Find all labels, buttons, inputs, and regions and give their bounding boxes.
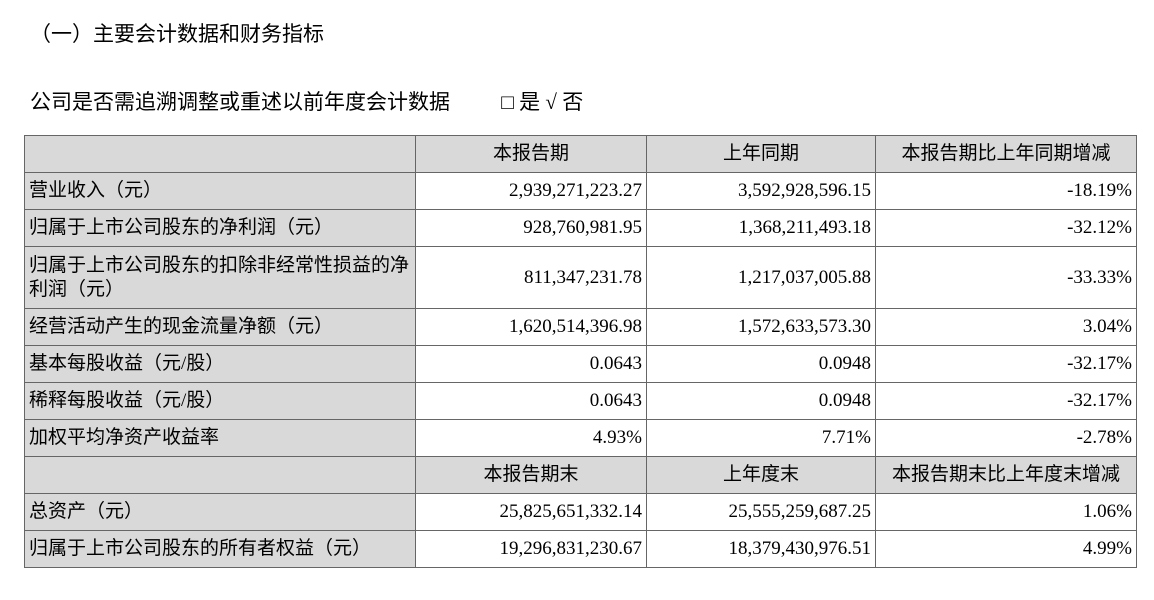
column-header: 上年同期 [646, 135, 876, 173]
question-options: □ 是 √ 否 [501, 90, 584, 114]
row-label: 稀释每股收益（元/股） [24, 382, 416, 420]
cell-value: 25,825,651,332.14 [415, 493, 647, 531]
cell-value: 0.0948 [646, 382, 876, 420]
cell-value: 811,347,231.78 [415, 246, 647, 309]
cell-value: 1,572,633,573.30 [646, 308, 876, 346]
cell-value: -18.19% [875, 172, 1137, 210]
cell-value: -32.17% [875, 382, 1137, 420]
table-row: 经营活动产生的现金流量净额（元） 1,620,514,396.98 1,572,63… [24, 308, 1137, 346]
table-header-row: 本报告期末 上年度末 本报告期末比上年度末增减 [24, 456, 1137, 494]
cell-value: 0.0643 [415, 382, 647, 420]
row-label: 加权平均净资产收益率 [24, 419, 416, 457]
cell-value: 4.99% [875, 530, 1137, 568]
table-row: 归属于上市公司股东的扣除非经常性损益的净利润（元） 811,347,231.78 1… [24, 246, 1137, 309]
cell-value: 3,592,928,596.15 [646, 172, 876, 210]
row-label [24, 135, 416, 173]
cell-value: -2.78% [875, 419, 1137, 457]
cell-value: 3.04% [875, 308, 1137, 346]
cell-value: 928,760,981.95 [415, 209, 647, 247]
cell-value: -33.33% [875, 246, 1137, 309]
row-label: 营业收入（元） [24, 172, 416, 210]
cell-value: 25,555,259,687.25 [646, 493, 876, 531]
cell-value: -32.17% [875, 345, 1137, 383]
cell-value: 4.93% [415, 419, 647, 457]
cell-value: -32.12% [875, 209, 1137, 247]
table-row: 基本每股收益（元/股） 0.0643 0.0948 -32.17% [24, 345, 1137, 383]
table-row: 总资产（元） 25,825,651,332.14 25,555,259,687.25… [24, 493, 1137, 531]
cell-value: 7.71% [646, 419, 876, 457]
table-row: 归属于上市公司股东的所有者权益（元） 19,296,831,230.67 18,37… [24, 530, 1137, 568]
cell-value: 19,296,831,230.67 [415, 530, 647, 568]
cell-value: 0.0643 [415, 345, 647, 383]
column-header: 本报告期末 [415, 456, 647, 494]
cell-value: 18,379,430,976.51 [646, 530, 876, 568]
cell-value: 2,939,271,223.27 [415, 172, 647, 210]
restatement-question: 公司是否需追溯调整或重述以前年度会计数据 □ 是 √ 否 [30, 86, 583, 116]
row-label: 总资产（元） [24, 493, 416, 531]
column-header: 本报告期末比上年度末增减 [875, 456, 1137, 494]
row-label: 基本每股收益（元/股） [24, 345, 416, 383]
row-label: 经营活动产生的现金流量净额（元） [24, 308, 416, 346]
table-row: 归属于上市公司股东的净利润（元） 928,760,981.95 1,368,211,… [24, 209, 1137, 247]
question-text: 公司是否需追溯调整或重述以前年度会计数据 [30, 90, 450, 114]
financial-data-table: 本报告期 上年同期 本报告期比上年同期增减 营业收入（元） 2,939,271,223.… [24, 135, 1137, 568]
section-title: （一）主要会计数据和财务指标 [30, 22, 324, 46]
row-label: 归属于上市公司股东的扣除非经常性损益的净利润（元） [24, 246, 416, 309]
column-header: 本报告期比上年同期增减 [875, 135, 1137, 173]
column-header: 上年度末 [646, 456, 876, 494]
table-row: 加权平均净资产收益率 4.93% 7.71% -2.78% [24, 419, 1137, 457]
row-label: 归属于上市公司股东的净利润（元） [24, 209, 416, 247]
column-header: 本报告期 [415, 135, 647, 173]
row-label [24, 456, 416, 494]
table-row: 稀释每股收益（元/股） 0.0643 0.0948 -32.17% [24, 382, 1137, 420]
cell-value: 1.06% [875, 493, 1137, 531]
cell-value: 1,368,211,493.18 [646, 209, 876, 247]
row-label: 归属于上市公司股东的所有者权益（元） [24, 530, 416, 568]
cell-value: 0.0948 [646, 345, 876, 383]
cell-value: 1,620,514,396.98 [415, 308, 647, 346]
table-row: 营业收入（元） 2,939,271,223.27 3,592,928,596.15-… [24, 172, 1137, 210]
table-header-row: 本报告期 上年同期 本报告期比上年同期增减 [24, 135, 1137, 173]
cell-value: 1,217,037,005.88 [646, 246, 876, 309]
